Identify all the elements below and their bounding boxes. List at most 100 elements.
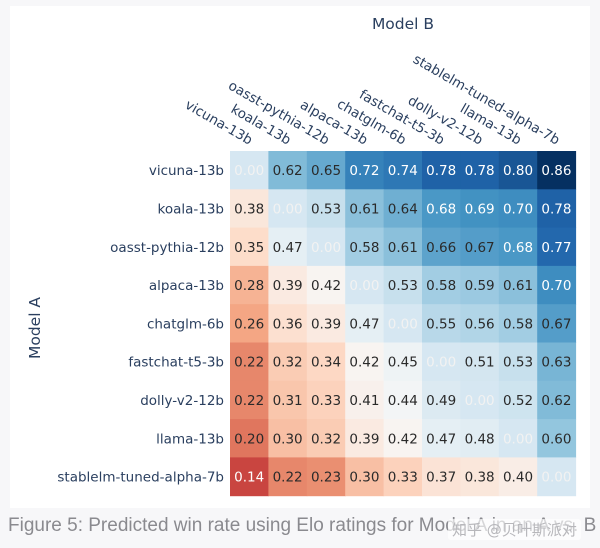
heatmap-value-r7-c6: 0.48: [465, 431, 495, 447]
heatmap-value-r5-c7: 0.53: [503, 355, 533, 371]
heatmap-value-r7-c4: 0.42: [388, 431, 418, 447]
heatmap-cell-r4-c0: [230, 304, 269, 343]
heatmap-cell-r1-c4: [383, 189, 423, 229]
heatmap-value-r3-c4: 0.53: [388, 278, 418, 294]
heatmap-value-r4-c3: 0.47: [349, 316, 379, 332]
heatmap-value-r6-c7: 0.52: [503, 393, 533, 409]
heatmap-value-r0-c0: 0.00: [234, 163, 264, 179]
heatmap-value-r0-c5: 0.78: [426, 163, 456, 179]
heatmap-cell-r5-c3: [345, 342, 385, 382]
heatmap-value-r7-c2: 0.32: [311, 431, 341, 447]
heatmap-value-r7-c5: 0.47: [426, 431, 456, 447]
heatmap-cell-r2-c2: [306, 227, 346, 267]
heatmap-value-r0-c4: 0.74: [388, 163, 418, 179]
heatmap-cell-r0-c8: [537, 151, 577, 190]
heatmap-value-r4-c1: 0.36: [273, 316, 303, 332]
heatmap-value-r8-c8: 0.00: [541, 470, 571, 486]
heatmap-value-r1-c1: 0.00: [273, 201, 303, 217]
heatmap-value-r6-c0: 0.22: [234, 393, 264, 409]
heatmap-chart: 0.00 0.62 0.65 0.72 0.74 0.78 0.78 0.80 0.86 0.38…: [26, 15, 577, 497]
heatmap-value-r5-c8: 0.63: [541, 355, 571, 371]
heatmap-cell-r3-c5: [422, 265, 461, 305]
heatmap-cell-r0-c0: [230, 151, 269, 190]
heatmap-cell-r8-c4: [383, 457, 423, 497]
x-axis-title: Model B: [372, 15, 434, 33]
y-tick-label-0: vicuna-13b: [149, 163, 224, 179]
heatmap-value-r6-c1: 0.31: [273, 393, 303, 409]
heatmap-cell-r6-c5: [422, 380, 461, 420]
heatmap-value-r8-c1: 0.22: [273, 470, 303, 486]
heatmap-value-r4-c6: 0.56: [465, 316, 495, 332]
heatmap-cell-r2-c5: [422, 227, 461, 267]
heatmap-value-r2-c8: 0.77: [541, 240, 571, 256]
heatmap-cell-r2-c6: [460, 227, 500, 267]
heatmap-value-r1-c2: 0.53: [311, 201, 341, 217]
heatmap-cell-r3-c1: [268, 265, 308, 305]
heatmap-cell-r7-c4: [383, 419, 423, 458]
heatmap-cell-r8-c1: [268, 457, 308, 497]
heatmap-cell-r7-c7: [498, 419, 538, 458]
heatmap-cell-r3-c7: [498, 265, 538, 305]
heatmap-cell-r7-c5: [422, 419, 461, 458]
heatmap-cell-r0-c4: [383, 151, 423, 190]
heatmap-cell-r4-c1: [268, 304, 308, 343]
heatmap-cell-r8-c8: [537, 457, 577, 497]
heatmap-value-r4-c2: 0.39: [311, 316, 341, 332]
heatmap-value-r6-c8: 0.62: [541, 393, 571, 409]
heatmap-value-r2-c7: 0.68: [503, 240, 533, 256]
heatmap-cell-r8-c2: [306, 457, 346, 497]
heatmap-value-r7-c0: 0.20: [234, 431, 264, 447]
heatmap-cell-r8-c3: [345, 457, 385, 497]
heatmap-value-r0-c6: 0.78: [465, 163, 495, 179]
heatmap-cell-r0-c7: [498, 151, 538, 190]
heatmap-value-r5-c3: 0.42: [349, 355, 379, 371]
heatmap-value-r6-c3: 0.41: [349, 393, 379, 409]
heatmap-cell-r2-c4: [383, 227, 423, 267]
heatmap-cell-r6-c0: [230, 380, 269, 420]
y-tick-label-5: fastchat-t5-3b: [128, 355, 224, 371]
heatmap-value-r3-c6: 0.59: [465, 278, 495, 294]
heatmap-value-r2-c6: 0.67: [465, 240, 495, 256]
heatmap-value-r5-c1: 0.32: [273, 355, 303, 371]
heatmap-value-r5-c2: 0.34: [311, 355, 341, 371]
heatmap-value-r3-c2: 0.42: [311, 278, 341, 294]
heatmap-cell-r6-c8: [537, 380, 577, 420]
y-axis-title: Model A: [26, 297, 44, 359]
heatmap-value-r1-c8: 0.78: [541, 201, 571, 217]
heatmap-value-r1-c0: 0.38: [234, 201, 264, 217]
heatmap-value-r7-c8: 0.60: [541, 431, 571, 447]
heatmap-cell-r4-c5: [422, 304, 461, 343]
heatmap-cell-r2-c3: [345, 227, 385, 267]
heatmap-value-r3-c8: 0.70: [541, 278, 571, 294]
heatmap-cell-r3-c0: [230, 265, 269, 305]
heatmap-cell-r7-c1: [268, 419, 308, 458]
heatmap-value-r5-c6: 0.51: [465, 355, 495, 371]
y-tick-label-7: llama-13b: [156, 431, 224, 447]
heatmap-cell-r5-c0: [230, 342, 269, 382]
heatmap-cell-r4-c4: [383, 304, 423, 343]
heatmap-value-r0-c3: 0.72: [349, 163, 379, 179]
heatmap-cell-r1-c6: [460, 189, 500, 229]
heatmap-cell-r0-c1: [268, 151, 308, 190]
heatmap-value-r5-c0: 0.22: [234, 355, 264, 371]
heatmap-value-r3-c7: 0.61: [503, 278, 533, 294]
heatmap-value-r6-c4: 0.44: [388, 393, 418, 409]
heatmap-cell-r1-c3: [345, 189, 385, 229]
heatmap-cell-r2-c7: [498, 227, 538, 267]
heatmap-cell-r5-c4: [383, 342, 423, 382]
heatmap-cell-r1-c2: [306, 189, 346, 229]
y-tick-label-3: alpaca-13b: [149, 278, 224, 294]
heatmap-value-r7-c7: 0.00: [503, 431, 533, 447]
heatmap-value-r8-c5: 0.37: [426, 470, 456, 486]
heatmap-value-r4-c0: 0.26: [234, 316, 264, 332]
heatmap-cell-r3-c8: [537, 265, 577, 305]
heatmap-value-r8-c7: 0.40: [503, 470, 533, 486]
heatmap-cell-r7-c3: [345, 419, 385, 458]
heatmap-value-r8-c0: 0.14: [234, 470, 264, 486]
heatmap-cell-r6-c1: [268, 380, 308, 420]
heatmap-value-r3-c0: 0.28: [234, 278, 264, 294]
heatmap-value-r7-c3: 0.39: [349, 431, 379, 447]
heatmap-value-r3-c1: 0.39: [273, 278, 303, 294]
heatmap-value-r1-c7: 0.70: [503, 201, 533, 217]
heatmap-cell-r2-c1: [268, 227, 308, 267]
